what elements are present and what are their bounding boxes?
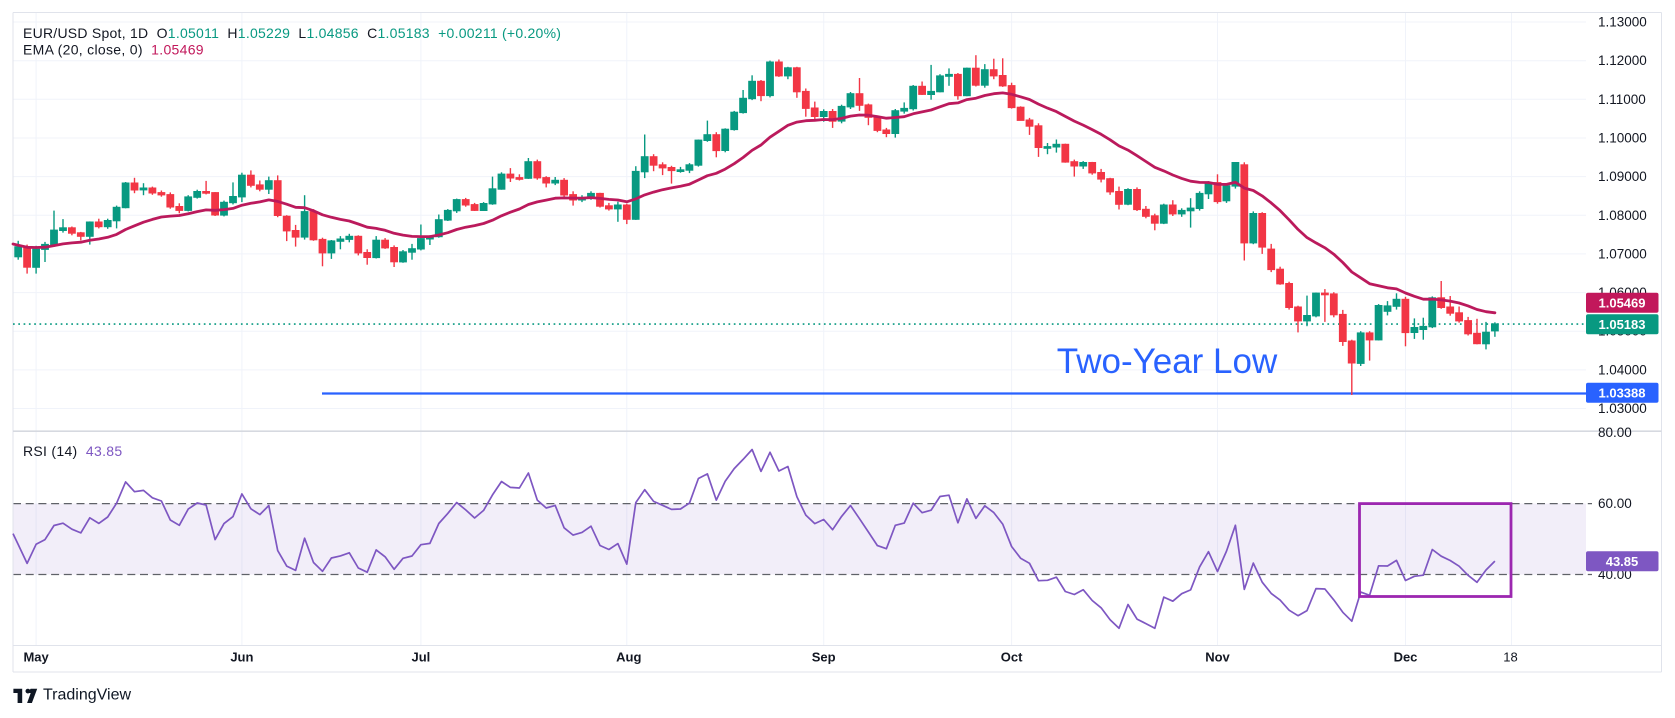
- svg-text:Jul: Jul: [412, 650, 431, 665]
- svg-text:1.03000: 1.03000: [1598, 401, 1647, 416]
- svg-text:1.08000: 1.08000: [1598, 208, 1647, 223]
- svg-text:Two-Year Low: Two-Year Low: [1057, 342, 1278, 381]
- svg-text:1.07000: 1.07000: [1598, 246, 1647, 261]
- svg-text:1.09000: 1.09000: [1598, 169, 1647, 184]
- svg-text:1.03388: 1.03388: [1599, 385, 1646, 400]
- svg-text:EUR/USD Spot, 1D O1.05011 H1: EUR/USD Spot, 1D O1.05011 H1.05229 L1.04…: [23, 25, 561, 41]
- svg-text:43.85: 43.85: [1606, 554, 1639, 569]
- svg-text:1.11000: 1.11000: [1598, 92, 1646, 107]
- svg-text:1.13000: 1.13000: [1598, 15, 1647, 30]
- svg-text:TradingView: TradingView: [43, 687, 131, 704]
- svg-text:EMA (20, close, 0) 1.05469: EMA (20, close, 0) 1.05469: [23, 42, 204, 58]
- svg-text:Nov: Nov: [1205, 650, 1230, 665]
- svg-text:60.00: 60.00: [1598, 496, 1632, 511]
- svg-text:80.00: 80.00: [1598, 425, 1632, 440]
- svg-text:May: May: [23, 650, 49, 665]
- svg-text:Jun: Jun: [230, 650, 253, 665]
- svg-text:1.05469: 1.05469: [1599, 295, 1646, 310]
- svg-text:1.05183: 1.05183: [1599, 317, 1646, 332]
- svg-text:Sep: Sep: [812, 650, 836, 665]
- svg-text:Aug: Aug: [616, 650, 641, 665]
- svg-text:Dec: Dec: [1394, 650, 1418, 665]
- svg-text:1.04000: 1.04000: [1598, 362, 1647, 377]
- svg-text:18: 18: [1503, 650, 1517, 665]
- svg-text:1.10000: 1.10000: [1598, 131, 1647, 146]
- svg-text:1.12000: 1.12000: [1598, 53, 1647, 68]
- svg-text:Oct: Oct: [1001, 650, 1023, 665]
- svg-text:RSI (14) 43.85: RSI (14) 43.85: [23, 443, 122, 459]
